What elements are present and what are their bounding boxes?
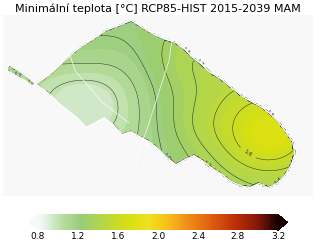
Text: 1.3: 1.3 [180,46,190,56]
Text: 1.1: 1.1 [202,159,211,169]
Text: 1.0: 1.0 [162,152,172,162]
Text: 1.2: 1.2 [194,58,204,68]
Title: Minimální teplota [°C] RCP85-HIST 2015-2039 MAM: Minimální teplota [°C] RCP85-HIST 2015-2… [15,3,301,14]
Text: 1.0: 1.0 [25,79,35,88]
PathPatch shape [278,214,288,230]
Text: 1.1: 1.1 [12,72,22,80]
Text: 1.5: 1.5 [264,109,274,118]
Text: 1.6: 1.6 [242,149,252,158]
PathPatch shape [28,214,38,230]
Text: 1.4: 1.4 [274,176,283,186]
